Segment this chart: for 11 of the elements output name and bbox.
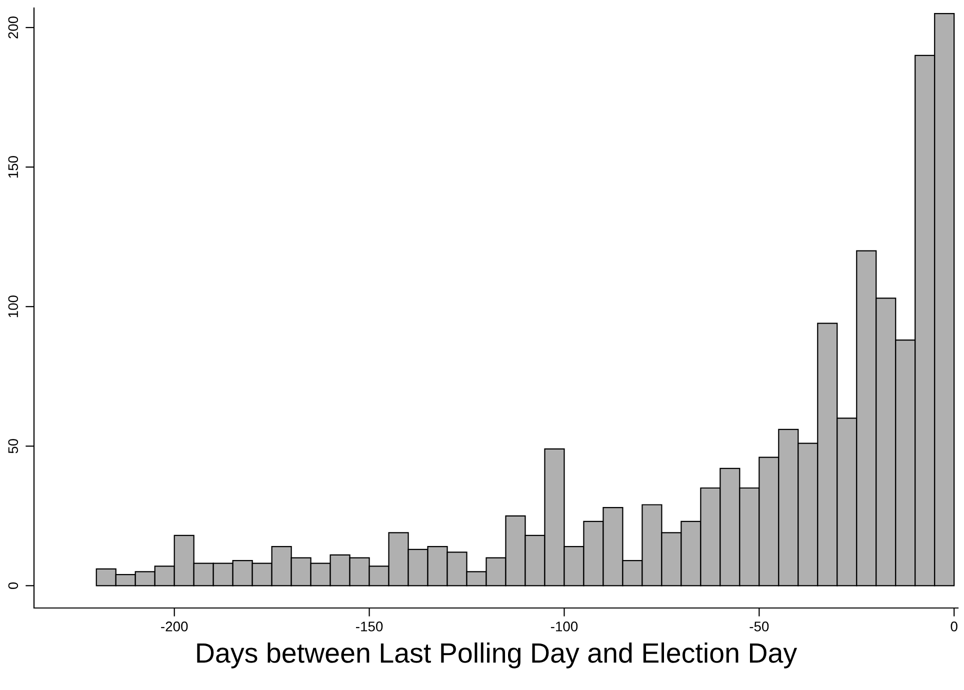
y-tick-label: 150 (8, 156, 18, 178)
y-tick-label: 100 (8, 296, 18, 318)
x-tick-label: -200 (161, 622, 188, 632)
x-tick-label: 0 (950, 622, 958, 632)
y-tick-label: 50 (8, 438, 18, 454)
x-tick-label: -50 (750, 622, 769, 632)
y-tick-label: 0 (8, 582, 18, 589)
x-axis-title: Days between Last Polling Day and Election Day (197, 642, 798, 668)
y-tick-label: 200 (8, 16, 18, 38)
x-tick-label: -100 (550, 622, 578, 632)
x-tick-label: -150 (356, 622, 383, 632)
